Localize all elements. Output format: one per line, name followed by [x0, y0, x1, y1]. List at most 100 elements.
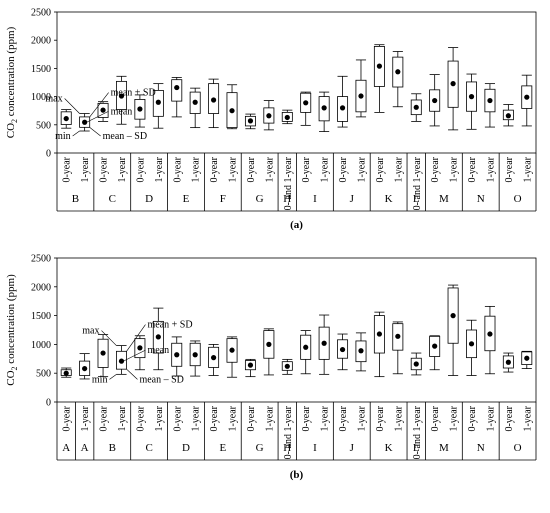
group-label-A: A: [62, 442, 70, 454]
item-label: 1-year: [191, 156, 202, 182]
mean-point: [284, 363, 290, 369]
mean-point: [137, 345, 143, 351]
mean-point: [100, 350, 106, 356]
item-label: 1-year: [522, 405, 533, 431]
mean-point: [247, 118, 254, 124]
y-axis-label-rest: concentration (ppm): [5, 274, 17, 367]
callout-leader: [109, 374, 117, 380]
mean-point: [505, 359, 511, 365]
mean-point: [63, 370, 69, 376]
item-label: 0- and 1-year: [283, 405, 294, 459]
mean-point: [432, 343, 438, 349]
y-tick-label: 2000: [31, 36, 51, 47]
item-label: 0-year: [338, 405, 349, 431]
group-label-L: L: [413, 193, 420, 205]
mean-point: [100, 107, 106, 113]
mean-point: [468, 341, 475, 347]
item-label: 0-year: [62, 405, 73, 431]
mean-point: [82, 119, 88, 125]
group-label-K: K: [385, 193, 393, 205]
mean-point: [468, 94, 475, 100]
item-label: 1-year: [117, 156, 128, 182]
y-tick-label: 0: [46, 149, 51, 160]
group-label-C: C: [109, 193, 116, 205]
callout-leader: [101, 330, 117, 346]
mean-point: [210, 97, 217, 103]
group-label-G: G: [256, 442, 264, 454]
item-label: 0-year: [430, 156, 441, 182]
mean-point: [524, 94, 530, 100]
item-label: 1-year: [264, 156, 275, 182]
item-label: 1-year: [80, 405, 91, 431]
callout-leader: [123, 349, 146, 362]
item-label: 0-year: [375, 405, 386, 431]
item-label: 1-year: [117, 405, 128, 431]
item-label: 1-year: [393, 156, 404, 182]
sd-box: [171, 79, 183, 102]
group-label-J: J: [350, 442, 355, 454]
mean-point: [155, 334, 161, 340]
group-label-A: A: [81, 442, 89, 454]
item-label: 0-year: [246, 156, 257, 182]
item-label: 0-year: [430, 405, 441, 431]
plot-frame: [56, 257, 537, 403]
item-label: 0-year: [209, 156, 220, 182]
mean-point: [450, 81, 456, 87]
group-label-K: K: [385, 442, 393, 454]
mean-point: [63, 115, 69, 122]
mean-point: [303, 344, 309, 350]
mean-point: [321, 105, 327, 111]
item-label: 0-year: [135, 405, 146, 431]
group-label-E: E: [183, 193, 190, 205]
mean-point: [358, 93, 364, 99]
callout-leader: [89, 127, 101, 137]
item-label: 0-year: [172, 405, 183, 431]
item-label: 0-year: [301, 156, 312, 182]
mean-point: [505, 113, 511, 119]
group-label-H: H: [283, 193, 291, 205]
y-tick-label: 1000: [31, 92, 51, 103]
callout-min: min: [92, 374, 108, 385]
mean-point: [229, 108, 235, 114]
group-label-I: I: [313, 442, 317, 454]
y-tick-label: 1500: [31, 311, 51, 322]
mean-point: [266, 113, 272, 119]
group-label-F: F: [220, 193, 226, 205]
item-label: 0-year: [172, 156, 183, 182]
group-label-O: O: [514, 193, 522, 205]
item-label: 0-year: [62, 156, 73, 182]
item-label: 1-year: [154, 156, 165, 182]
mean-point: [413, 361, 419, 367]
item-label: 1-year: [264, 405, 275, 431]
callout-mean-plus-sd: mean + SD: [111, 88, 156, 99]
y-tick-label: 2500: [31, 8, 51, 19]
callout-mean-minus-sd: mean – SD: [103, 131, 147, 142]
mean-point: [192, 352, 198, 358]
mean-point: [339, 346, 346, 353]
y-tick-label: 500: [36, 120, 51, 131]
callout-mean: mean: [111, 106, 133, 117]
y-tick-label: 0: [46, 398, 51, 409]
item-label: 1-year: [320, 156, 331, 182]
item-label: 0-year: [504, 405, 515, 431]
mean-point: [395, 69, 401, 75]
group-label-O: O: [514, 442, 522, 454]
item-label: 1-year: [485, 156, 496, 182]
y-tick-label: 2000: [31, 282, 51, 293]
mean-point: [174, 84, 180, 91]
mean-point: [210, 355, 217, 361]
callout-leader: [72, 130, 80, 137]
item-label: 0- and 1-year: [412, 156, 423, 210]
group-label-N: N: [477, 442, 485, 454]
mean-point: [137, 106, 143, 112]
group-label-J: J: [350, 193, 355, 205]
item-label: 1-year: [320, 405, 331, 431]
mean-point: [266, 341, 272, 347]
item-label: 1-year: [154, 405, 165, 431]
mean-point: [247, 362, 254, 368]
mean-point: [229, 347, 235, 353]
item-label: 1-year: [80, 156, 91, 182]
